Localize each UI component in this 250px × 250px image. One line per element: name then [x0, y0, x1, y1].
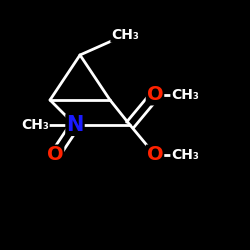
- Text: N: N: [66, 115, 84, 135]
- Text: CH₃: CH₃: [21, 118, 49, 132]
- Text: O: O: [147, 146, 163, 165]
- Text: O: O: [147, 86, 163, 104]
- Text: O: O: [47, 146, 63, 165]
- Text: CH₃: CH₃: [111, 28, 139, 42]
- Text: CH₃: CH₃: [171, 148, 199, 162]
- Text: CH₃: CH₃: [171, 88, 199, 102]
